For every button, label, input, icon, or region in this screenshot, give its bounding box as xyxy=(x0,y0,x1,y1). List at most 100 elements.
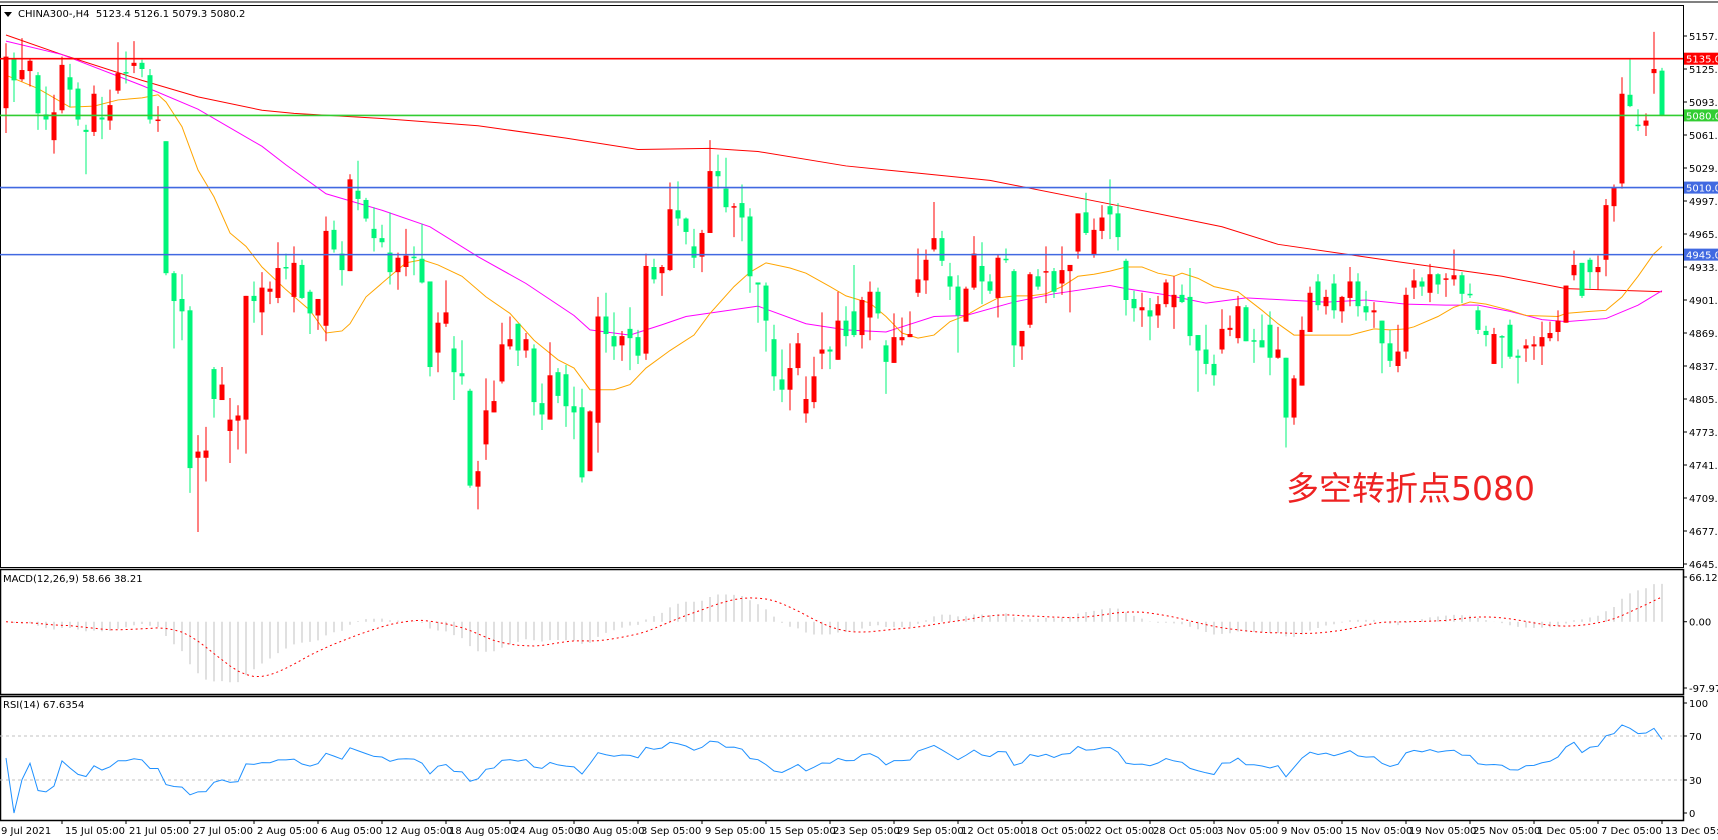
rsi-tick-label: 100 xyxy=(1689,699,1708,710)
candle-bullish xyxy=(291,262,297,297)
candle-bearish xyxy=(779,379,785,390)
candle-bullish xyxy=(91,93,97,132)
candle-bullish xyxy=(787,368,793,390)
candle-bearish xyxy=(1499,336,1505,338)
candle-bullish xyxy=(1067,264,1073,272)
candle-bearish xyxy=(1187,296,1193,337)
level-price-tag xyxy=(1684,109,1718,122)
candle-bearish xyxy=(251,295,257,302)
candle-bullish xyxy=(587,411,593,472)
time-tick-label: 3 Sep 05:00 xyxy=(641,826,701,837)
candle-bullish xyxy=(971,253,977,288)
candle-bullish xyxy=(891,337,897,363)
candle-bullish xyxy=(643,265,649,354)
price-tick-label: 4677.0 xyxy=(1689,527,1718,538)
candle-bearish xyxy=(555,372,561,396)
candle-bullish xyxy=(1163,282,1169,305)
candle-bearish xyxy=(539,403,545,415)
candle-bullish xyxy=(923,259,929,281)
moving-average-line xyxy=(5,34,1663,293)
candle-bullish xyxy=(267,288,273,292)
candle-bearish xyxy=(459,373,465,377)
rsi-value: 67.6354 xyxy=(42,700,85,711)
candle-bearish xyxy=(1467,293,1473,296)
candle-bearish xyxy=(1435,274,1441,285)
level-price-label: 4945.0 xyxy=(1686,251,1718,262)
candle-bullish xyxy=(819,349,825,354)
time-tick-label: 29 Sep 05:00 xyxy=(897,826,964,837)
candle-bullish xyxy=(659,267,665,274)
candle-bullish xyxy=(275,268,281,298)
time-tick-label: 15 Jul 05:00 xyxy=(65,826,125,837)
candle-bullish xyxy=(1323,296,1329,307)
candle-bullish xyxy=(1563,285,1569,323)
candle-bearish xyxy=(675,210,681,219)
candle-bearish xyxy=(1131,298,1137,309)
level-price-label: 5080.0 xyxy=(1686,111,1718,122)
candle-bullish xyxy=(619,336,625,346)
candle-bearish xyxy=(123,72,129,74)
candle-bearish xyxy=(747,216,753,277)
candle-bullish xyxy=(1019,330,1025,347)
candle-bearish xyxy=(1211,363,1217,376)
candle-bearish xyxy=(611,336,617,347)
candle-bullish xyxy=(1603,205,1609,260)
candle-bearish xyxy=(299,264,305,298)
candle-bullish xyxy=(1075,213,1081,252)
time-tick-label: 27 Jul 05:00 xyxy=(193,826,253,837)
candle-bearish xyxy=(179,298,185,312)
price-tick-label: 4645.0 xyxy=(1689,560,1718,571)
candle-bearish xyxy=(1195,335,1201,351)
candle-bearish xyxy=(531,348,537,403)
candle-bearish xyxy=(75,88,81,120)
price-tick-label: 4965.0 xyxy=(1689,230,1718,241)
candle-bullish xyxy=(1451,275,1457,280)
candle-bullish xyxy=(1235,306,1241,339)
candle-bearish xyxy=(1459,275,1465,294)
price-tick-label: 4869.0 xyxy=(1689,329,1718,340)
candle-bullish xyxy=(523,339,529,351)
time-tick-label: 7 Dec 05:00 xyxy=(1601,826,1662,837)
candle-bearish xyxy=(1267,324,1273,358)
time-tick-label: 9 Jul 2021 xyxy=(1,826,51,837)
candle-bearish xyxy=(651,267,657,280)
ohlc-readout: 5123.4 5126.1 5079.3 5080.2 xyxy=(95,9,246,20)
time-tick-label: 19 Nov 05:00 xyxy=(1409,826,1476,837)
rsi-tick-label: 0 xyxy=(1689,809,1695,820)
candle-bearish xyxy=(1107,206,1113,215)
candle-bullish xyxy=(1411,280,1417,288)
chart-header: CHINA300-,H4 5123.4 5126.1 5079.3 5080.2 xyxy=(4,9,245,20)
candle-bearish xyxy=(603,316,609,335)
time-tick-label: 9 Nov 05:00 xyxy=(1281,826,1342,837)
candle-bearish xyxy=(843,320,849,337)
candle-bullish xyxy=(1275,349,1281,358)
candle-bullish xyxy=(1611,187,1617,207)
candle-bearish xyxy=(563,374,569,407)
candle-bearish xyxy=(1331,283,1337,311)
candle-bearish xyxy=(43,114,49,120)
candle-bearish xyxy=(1003,258,1009,261)
rsi-header: RSI(14) 67.6354 xyxy=(3,700,84,711)
candle-bullish xyxy=(499,344,505,382)
macd-signal-line xyxy=(5,596,1663,677)
candle-bearish xyxy=(515,323,521,351)
time-tick-label: 22 Oct 05:00 xyxy=(1089,826,1154,837)
candle-bullish xyxy=(115,73,121,91)
candle-bearish xyxy=(35,75,41,114)
candle-bullish xyxy=(235,415,241,421)
candle-bearish xyxy=(451,348,457,373)
dropdown-triangle-icon[interactable] xyxy=(4,11,12,17)
rsi-line xyxy=(5,724,1663,814)
candle-bearish xyxy=(355,190,361,199)
candle-bearish xyxy=(1051,271,1057,292)
candle-bearish xyxy=(723,188,729,208)
candle-bullish xyxy=(1291,378,1297,418)
candle-bearish xyxy=(1507,324,1513,357)
time-tick-label: 28 Oct 05:00 xyxy=(1153,826,1218,837)
candle-bearish xyxy=(211,369,217,399)
main-panel-frame xyxy=(0,5,1684,568)
rsi-tick-label: 30 xyxy=(1689,776,1702,787)
candle-bullish xyxy=(1059,270,1065,284)
candle-bullish xyxy=(1403,294,1409,352)
